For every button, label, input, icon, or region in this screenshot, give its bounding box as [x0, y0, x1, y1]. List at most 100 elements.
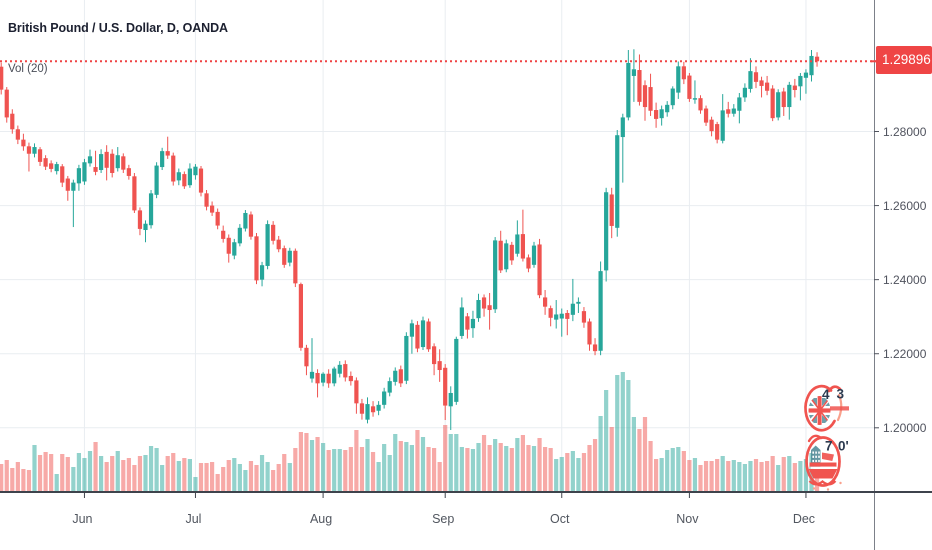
volume-bar — [803, 459, 809, 491]
volume-bar — [10, 468, 15, 491]
volume-bar — [99, 456, 104, 491]
volume-bar — [592, 439, 598, 491]
candle-body — [232, 242, 237, 256]
volume-bar — [531, 446, 537, 491]
candle-body — [271, 224, 276, 241]
volume-bar — [87, 451, 93, 491]
grid-lines — [0, 0, 874, 492]
volume-bar — [520, 435, 525, 491]
candle-body — [426, 321, 431, 350]
candle-body — [576, 301, 581, 304]
candle-body — [443, 367, 448, 406]
volume-bar — [387, 455, 392, 491]
candle-body — [221, 230, 226, 239]
candle-body — [337, 364, 342, 374]
candle-body — [187, 168, 192, 186]
candle-body — [326, 373, 331, 384]
candle-body — [382, 391, 387, 405]
candle-body — [176, 172, 181, 181]
volume-bar — [765, 461, 770, 491]
last-price-badge-value: 1.29896 — [882, 52, 931, 67]
volume-bar — [315, 437, 320, 491]
volume-bar — [759, 462, 764, 491]
volume-bar — [187, 459, 192, 491]
candle-body — [304, 347, 309, 367]
volume-bar — [703, 461, 709, 491]
candle-body — [609, 194, 614, 226]
candle-body — [293, 250, 298, 284]
candle-body — [543, 297, 548, 307]
candle-body — [282, 248, 287, 265]
volume-bar — [115, 451, 120, 491]
volume-indicator-label[interactable]: Vol (20) — [8, 63, 48, 75]
candle-body — [814, 56, 820, 62]
candle-body — [93, 167, 98, 172]
candle-body — [210, 205, 215, 213]
volume-bar — [137, 456, 143, 491]
volume-bar — [676, 447, 681, 491]
volume-bar — [626, 380, 631, 491]
ship-window — [815, 455, 817, 458]
volume-bar — [254, 465, 259, 491]
candle-body — [515, 234, 520, 254]
candle-body — [99, 154, 104, 171]
volume-bar — [271, 470, 276, 491]
volume-bar — [182, 458, 187, 491]
candle-body — [348, 375, 353, 382]
volume-bar — [32, 445, 37, 491]
volume-bar — [637, 429, 642, 491]
candle-body — [10, 113, 15, 130]
candle-body — [615, 135, 620, 228]
candle-body — [809, 55, 814, 76]
candle-body — [43, 158, 48, 167]
volume-bars — [0, 372, 820, 491]
candle-body — [198, 168, 204, 193]
volume-bar — [481, 435, 487, 491]
time-axis-label: Oct — [550, 512, 570, 526]
volume-bar — [493, 439, 498, 491]
candle-body — [87, 156, 93, 164]
volume-bar — [282, 454, 287, 491]
ship-deck-stripe — [810, 466, 836, 469]
volume-bar — [176, 461, 181, 491]
volume-bar — [43, 452, 48, 491]
candle-body — [215, 211, 220, 226]
candle-body — [620, 117, 625, 138]
volume-bar — [54, 474, 59, 491]
volume-bar — [82, 458, 87, 491]
volume-bar — [476, 443, 481, 491]
volume-bar — [409, 445, 414, 491]
ship-window — [812, 451, 814, 454]
stamp-bottom-hook — [807, 434, 823, 443]
volume-bar — [426, 447, 431, 491]
candle-body — [703, 108, 709, 123]
volume-bar — [243, 470, 248, 491]
candle-body — [781, 91, 786, 108]
candle-body — [26, 146, 32, 154]
last-price-badge: 1.29896 — [876, 46, 932, 74]
ship-window — [818, 455, 820, 458]
candle-body — [459, 307, 464, 336]
candle-body — [520, 234, 525, 259]
volume-bar — [581, 453, 587, 491]
candle-body — [354, 380, 359, 404]
candle-body — [415, 324, 420, 349]
time-axis-label: Nov — [676, 512, 699, 526]
volume-bar — [681, 451, 686, 491]
candle-body — [298, 284, 303, 348]
time-axis-label: Jul — [185, 512, 202, 526]
candle-body — [498, 240, 503, 271]
candle-body — [143, 223, 148, 231]
volume-bar — [548, 448, 553, 491]
volume-bar — [210, 462, 215, 491]
volume-bar — [332, 449, 337, 491]
volume-bar — [343, 450, 348, 491]
volume-bar — [615, 375, 620, 491]
volume-bar — [293, 448, 298, 491]
candle-body — [160, 151, 165, 168]
stamp-text-4: 4 — [822, 387, 830, 402]
candle-body — [60, 166, 65, 183]
volume-bar — [148, 446, 154, 491]
volume-bar — [232, 458, 237, 491]
